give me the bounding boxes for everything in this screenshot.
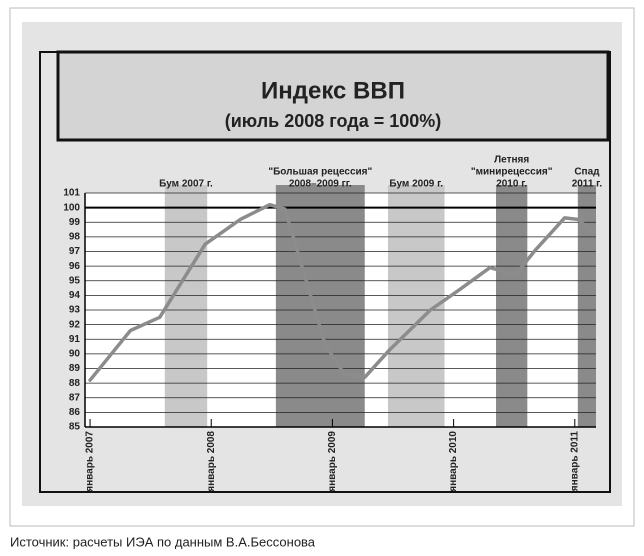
chart-title: Индекс ВВП	[261, 77, 405, 104]
band	[496, 185, 528, 427]
y-tick-label: 97	[69, 246, 81, 257]
band-label: Бум 2009 г.	[389, 179, 443, 190]
y-tick-label: 96	[69, 261, 81, 272]
x-tick-label: январь 2010	[448, 431, 459, 492]
band	[164, 185, 208, 427]
line	[88, 202, 594, 382]
y-tick-label: 95	[69, 275, 81, 286]
source: Источник: расчеты ИЭА по данным В.А.Бесс…	[10, 534, 316, 549]
y-tick-label: 94	[69, 290, 81, 301]
y-tick-label: 90	[69, 349, 81, 360]
band-label: 2010 г.	[496, 179, 527, 190]
y-tick-label: 98	[69, 232, 81, 243]
band-label: Бум 2007 г.	[159, 179, 213, 190]
x-tick-label: январь 2007	[85, 431, 96, 492]
y-tick-label: 87	[69, 392, 81, 403]
title-box	[56, 50, 610, 142]
y-tick-label: 88	[69, 378, 81, 389]
band	[577, 185, 596, 427]
y-tick-label: 92	[69, 319, 81, 330]
x-tick-label: январь 2011	[569, 431, 580, 492]
y-tick-label: 99	[69, 217, 81, 228]
x-tick-label: январь 2008	[206, 431, 217, 492]
band-label: 2008–2009 гг.	[289, 179, 352, 190]
y-tick-label: 100	[63, 202, 80, 213]
y-tick-label: 85	[69, 422, 81, 433]
x-tick-label: январь 2009	[327, 431, 338, 492]
y-tick-label: 101	[63, 188, 80, 199]
band-label: "минирецессия"	[471, 167, 553, 178]
y-tick-label: 91	[69, 334, 81, 345]
band-label: Спад	[574, 167, 600, 178]
chart-subtitle: (июль 2008 года = 100%)	[225, 111, 442, 131]
band-label: Летняя	[494, 155, 529, 166]
y-tick-label: 86	[69, 407, 81, 418]
y-tick-label: 89	[69, 363, 81, 374]
band-label: "Большая рецессия"	[268, 167, 372, 178]
band-label: 2011 г.	[572, 179, 603, 190]
y-tick-label: 93	[69, 305, 81, 316]
